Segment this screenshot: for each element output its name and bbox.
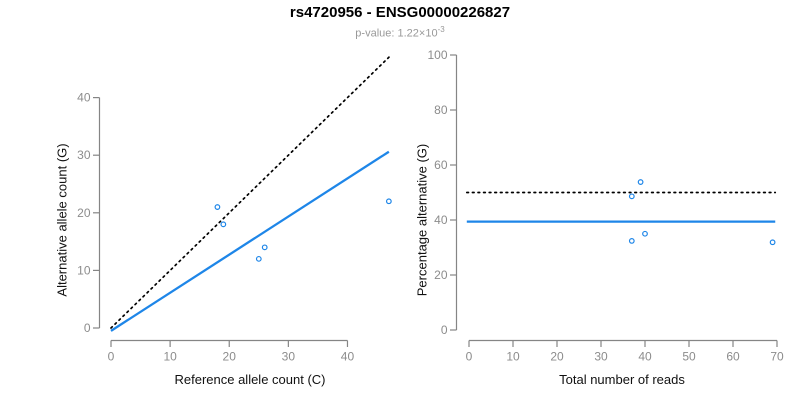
x-tick-label: 40 [638, 350, 652, 364]
x-tick-label: 40 [341, 350, 355, 364]
x-tick-label: 0 [466, 350, 473, 364]
p-value-text: p-value: 1.22×10 [355, 27, 438, 40]
y-tick-label: 100 [427, 48, 447, 62]
y-tick-label: 40 [434, 213, 448, 227]
data-point [220, 221, 227, 228]
y-tick-label: 10 [77, 263, 91, 277]
y-tick-label: 30 [77, 148, 91, 162]
y-tick-label: 40 [77, 91, 91, 105]
left-yaxis-title: Alternative allele count (G) [54, 143, 70, 297]
x-tick-label: 10 [163, 350, 177, 364]
data-point [255, 255, 262, 262]
x-tick-label: 20 [550, 350, 564, 364]
data-point [769, 239, 776, 246]
x-tick-label: 50 [682, 350, 696, 364]
data-point [628, 193, 635, 200]
x-tick-label: 60 [726, 350, 740, 364]
data-point [637, 179, 644, 185]
regression-line [110, 150, 390, 332]
x-tick-label: 30 [282, 350, 296, 364]
right-yaxis-title: Percentage alternative (G) [414, 143, 430, 297]
right-xaxis-title: Total number of reads [559, 372, 685, 387]
plot-subtitle: p-value: 1.22×10-3 [0, 25, 800, 40]
identity-line [110, 55, 391, 329]
y-tick-label: 60 [434, 158, 448, 172]
p-value-exponent: -3 [437, 25, 445, 34]
x-tick-label: 30 [594, 350, 608, 364]
data-point [214, 204, 221, 210]
y-tick-label: 20 [434, 268, 448, 282]
plot-title: rs4720956 - ENSG00000226827 [289, 4, 511, 21]
data-point [385, 198, 392, 205]
data-point [628, 237, 635, 244]
x-tick-label: 10 [506, 350, 520, 364]
y-tick-label: 20 [77, 206, 91, 220]
data-point [261, 244, 268, 251]
y-tick-label: 0 [441, 323, 448, 337]
x-tick-label: 70 [770, 350, 784, 364]
x-tick-label: 20 [223, 350, 237, 364]
data-point [642, 230, 648, 237]
x-tick-label: 0 [108, 350, 115, 364]
y-tick-label: 0 [84, 321, 91, 335]
y-tick-label: 80 [434, 103, 448, 117]
left-xaxis-title: Reference allele count (C) [174, 372, 326, 387]
